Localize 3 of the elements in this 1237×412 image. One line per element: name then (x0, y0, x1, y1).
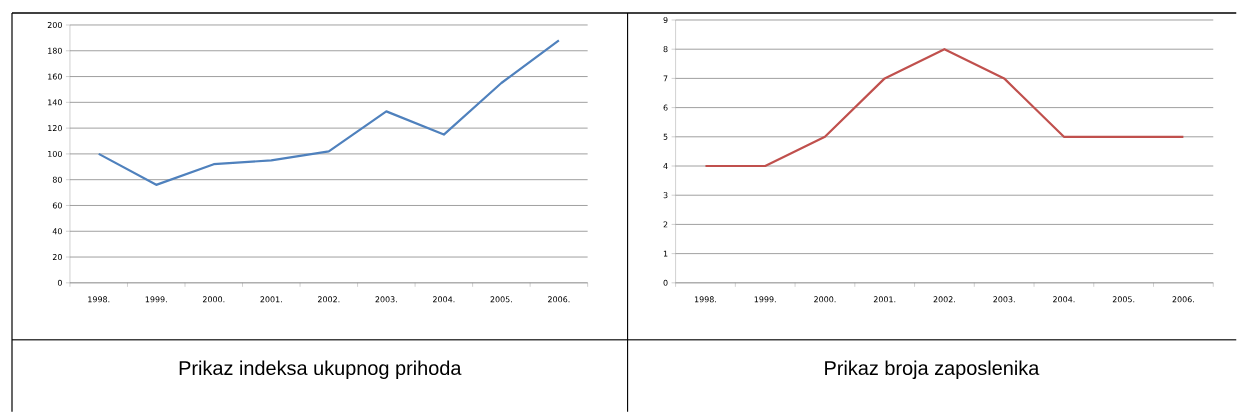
text: Prikaz indeksa ukupnog prihoda (179, 360, 462, 379)
text: Prikaz broja zaposlenika (825, 360, 1040, 379)
line-series (97, 39, 560, 186)
